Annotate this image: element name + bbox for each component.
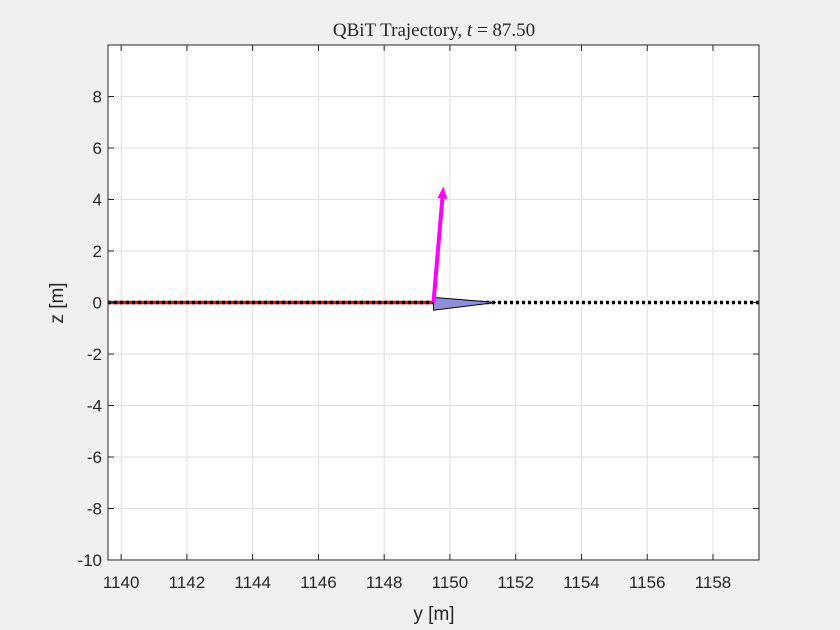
y-tick-label: 8 bbox=[93, 88, 102, 107]
velocity-arrow-head bbox=[437, 186, 448, 200]
chart-title-equals: = bbox=[472, 20, 492, 41]
chart-title-value: 87.50 bbox=[492, 20, 535, 41]
y-axis-label: z [m] bbox=[47, 282, 68, 323]
x-tick-label: 1150 bbox=[432, 573, 469, 592]
x-tick-label: 1144 bbox=[234, 573, 271, 592]
x-tick-label: 1140 bbox=[103, 573, 140, 592]
velocity-arrow-shaft bbox=[431, 198, 445, 303]
y-tick-label: 6 bbox=[93, 139, 102, 158]
tick-labels: 1140 1142 1144 1146 1148 1150 1152 1154 1156 1158… bbox=[77, 88, 731, 593]
x-tick-label: 1158 bbox=[695, 573, 732, 592]
y-tick-label: -6 bbox=[87, 448, 102, 467]
y-tick-label: -8 bbox=[87, 500, 102, 519]
x-tick-label: 1154 bbox=[563, 573, 600, 592]
data-layer bbox=[108, 186, 759, 311]
y-tick-label: 2 bbox=[93, 242, 102, 261]
vehicle-marker bbox=[433, 296, 497, 311]
y-tick-label: -10 bbox=[77, 551, 102, 570]
chart-title-variable: t bbox=[467, 20, 473, 41]
chart-title: QBiT Trajectory, t = 87.50 bbox=[333, 20, 535, 41]
y-tick-label: -2 bbox=[87, 345, 102, 364]
y-tick-label: -4 bbox=[87, 397, 102, 416]
x-tick-label: 1156 bbox=[629, 573, 666, 592]
x-tick-label: 1142 bbox=[169, 573, 206, 592]
y-tick-label: 0 bbox=[93, 294, 102, 313]
tick-marks bbox=[108, 45, 759, 561]
x-axis-label: y [m] bbox=[413, 604, 454, 625]
chart-title-prefix: QBiT Trajectory, bbox=[333, 20, 467, 41]
y-tick-label: 4 bbox=[93, 191, 102, 210]
x-tick-label: 1148 bbox=[366, 573, 403, 592]
x-tick-label: 1146 bbox=[300, 573, 337, 592]
x-tick-label: 1152 bbox=[497, 573, 534, 592]
